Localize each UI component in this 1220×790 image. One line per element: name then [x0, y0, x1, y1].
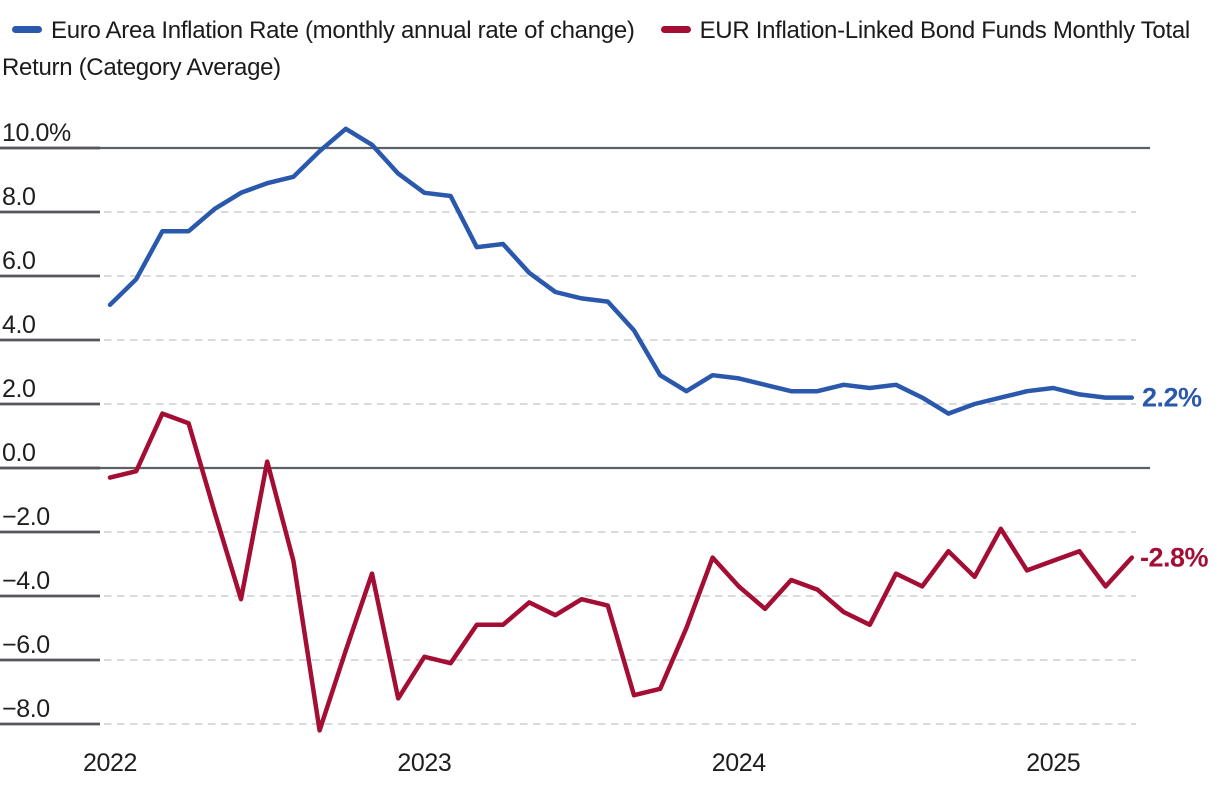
legend-label-bond-funds-return: EUR Inflation-Linked Bond Funds Monthly …	[2, 17, 1190, 81]
x-tick-label: 2023	[397, 749, 451, 777]
legend-swatch-bond-funds-return	[660, 26, 691, 34]
gridlines	[0, 146, 1150, 726]
y-tick-label: −2.0	[2, 503, 50, 531]
x-tick-label: 2024	[712, 749, 767, 777]
legend-label-euro-area-inflation: Euro Area Inflation Rate (monthly annual…	[51, 17, 635, 44]
y-axis-labels: 10.0% 8.0 6.0 4.0 2.0 0.0 −2.0 −4.0 −6.0 −8.0	[2, 119, 71, 723]
x-axis-labels: 2022 2023 2024 2025	[83, 749, 1081, 777]
y-tick-label: −6.0	[2, 631, 50, 659]
bond-funds-return-line	[107, 411, 1135, 733]
y-tick-label: 6.0	[2, 247, 36, 275]
chart-legend: Euro Area Inflation Rate (monthly annual…	[2, 0, 1206, 86]
euro-area-inflation-line	[107, 126, 1135, 416]
y-tick-label: 10.0%	[2, 119, 71, 147]
y-tick-label: 8.0	[2, 183, 36, 211]
y-tick-label: 0.0	[2, 439, 36, 467]
bond-funds-end-value-label: -2.8%	[1140, 543, 1209, 573]
x-tick-label: 2022	[83, 749, 137, 777]
y-tick-label: 4.0	[2, 311, 36, 339]
inflation-end-value-label: 2.2%	[1142, 383, 1202, 413]
x-tick-label: 2025	[1026, 749, 1080, 777]
y-tick-label: −4.0	[2, 567, 50, 595]
y-tick-label: −8.0	[2, 695, 50, 723]
y-tick-label: 2.0	[2, 375, 36, 403]
legend-swatch-euro-area-inflation	[12, 26, 42, 34]
